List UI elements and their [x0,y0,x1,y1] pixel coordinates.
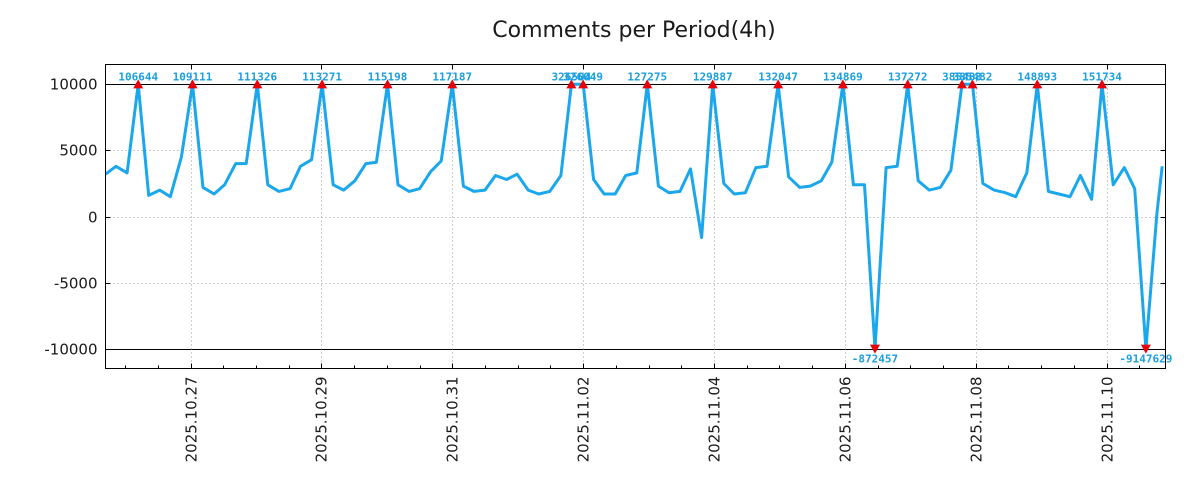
marker-up [1097,79,1108,89]
marker-up [447,79,458,89]
data-label: 132047 [758,70,798,83]
series-layer [104,82,1164,351]
marker-up [642,79,653,89]
data-label: -872457 [852,353,898,366]
data-label: 385482 [953,70,993,83]
data-label: 115198 [368,70,408,83]
marker-up [707,79,718,89]
data-label: 127275 [627,70,667,83]
grid [105,64,1166,369]
x-tick-label: 2025.10.27 [183,377,201,463]
data-label: 137272 [888,70,928,83]
series-line-comments [104,82,1164,351]
data-label: -9147629 [1119,353,1172,366]
data-label: 134869 [823,70,863,83]
x-tick-label: 2025.10.29 [313,377,331,463]
x-tick-label: 2025.10.31 [444,377,462,463]
marker-down [1140,344,1151,354]
data-label: 151734 [1082,70,1122,83]
data-label: 111326 [237,70,277,83]
marker-up [566,79,577,89]
x-tick-label: 2025.11.02 [575,377,593,463]
y-tick-label: 0 [88,209,98,227]
data-labels: 106644 109111 111326 113271 115198 117187 3265… [118,70,1172,365]
marker-up [382,79,393,89]
y-tick-label: -5000 [54,275,98,293]
plot-frame [105,64,1166,369]
data-label: 326504 [552,70,592,83]
marker-up [578,79,589,89]
chart-title: Comments per Period(4h) [492,18,776,43]
y-tick-label: 5000 [59,142,97,160]
data-label: 385483 [942,70,982,83]
data-label: 148893 [1017,70,1057,83]
data-label: 117187 [432,70,472,83]
marker-up [902,79,913,89]
x-tick-label: 2025.11.08 [968,377,986,463]
marker-up [133,79,144,89]
axes: 10000 5000 0 -5000 -10000 2025.10.27 2025.10.2… [44,64,1166,463]
marker-up [773,79,784,89]
x-tick-label: 2025.11.10 [1099,377,1117,463]
marker-down [869,344,880,354]
marker-up [967,79,978,89]
data-label: 129887 [693,70,733,83]
x-tick-label: 2025.11.04 [706,377,724,463]
data-label: 106644 [118,70,158,83]
marker-up [252,79,263,89]
data-label: 109111 [173,70,213,83]
marker-up [837,79,848,89]
y-tick-label: 10000 [50,76,98,94]
marker-up [957,79,968,89]
x-tick-label: 2025.11.06 [837,377,855,463]
data-label: 113271 [302,70,342,83]
data-label: 326049 [563,70,603,83]
y-tick-label: -10000 [44,341,97,359]
marker-up [1032,79,1043,89]
markers [133,79,1151,354]
marker-up [187,79,198,89]
marker-up [317,79,328,89]
